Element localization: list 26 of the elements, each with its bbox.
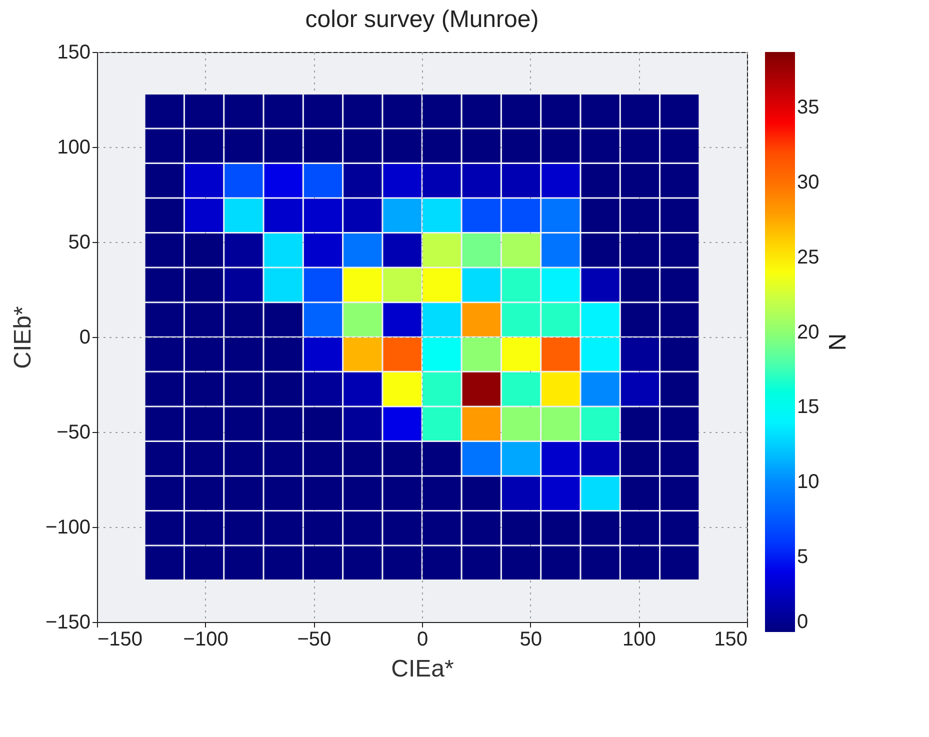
y-axis-title: CIEb* xyxy=(9,306,36,369)
color-bar-label: 10 xyxy=(797,471,820,494)
color-bar-label: 5 xyxy=(797,546,808,568)
x-axis-title: CIEa* xyxy=(391,656,454,682)
y-tick-label: 0 xyxy=(79,326,90,348)
x-tick-label: 150 xyxy=(714,628,748,650)
x-tick-label: −100 xyxy=(183,628,228,650)
color-bar-label: 35 xyxy=(797,96,820,118)
color-bar-label: 0 xyxy=(797,611,808,633)
x-tick-label: −50 xyxy=(297,628,332,650)
x-tick-label: 100 xyxy=(622,628,656,650)
y-tick-label: 100 xyxy=(57,136,90,158)
color-bar-title: N xyxy=(823,333,850,351)
x-tick-label: 50 xyxy=(520,628,542,650)
y-tick-label: −150 xyxy=(45,612,90,634)
y-tick-label: −50 xyxy=(56,422,90,444)
x-tick-label: 0 xyxy=(416,628,428,650)
y-tick-label: 150 xyxy=(57,42,90,64)
color-bar-label: 30 xyxy=(797,171,820,194)
chart-title: color survey (Munroe) xyxy=(305,6,539,33)
y-tick-label: −100 xyxy=(45,516,90,538)
x-tick-label: −150 xyxy=(98,628,143,650)
color-bar-label: 25 xyxy=(797,246,820,268)
color-bar-label: 15 xyxy=(797,396,820,418)
y-tick-label: 50 xyxy=(68,232,90,254)
color-bar-label: 20 xyxy=(797,321,820,344)
